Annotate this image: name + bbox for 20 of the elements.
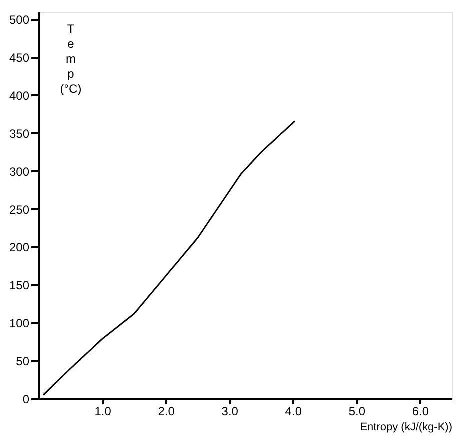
y-tick-label: 250	[9, 202, 30, 217]
y-tick-label: 400	[9, 88, 30, 103]
y-tick-label: 0	[22, 392, 30, 406]
x-tick-label: 6.0	[412, 404, 430, 418]
y-tick-label: 200	[9, 240, 30, 255]
y-tick-label: 350	[9, 126, 30, 141]
y-tick-label: 450	[9, 51, 30, 66]
y-tick-label: 100	[9, 316, 30, 331]
y-tick-label: 500	[9, 13, 30, 28]
y-tick-label: 50	[16, 354, 30, 369]
x-tick-label: 4.0	[285, 404, 302, 418]
y-axis-title: Temp (°C)	[60, 22, 82, 96]
x-tick-label: 1.0	[94, 404, 112, 418]
y-tick-label: 300	[9, 164, 30, 179]
x-axis-title: Entropy (kJ/(kg-K))	[360, 422, 452, 434]
line-series	[42, 120, 296, 396]
x-tick-label: 2.0	[158, 404, 176, 418]
x-tick-label: 5.0	[348, 404, 366, 418]
x-tick-label: 3.0	[222, 404, 239, 418]
y-tick-label: 150	[9, 278, 30, 293]
